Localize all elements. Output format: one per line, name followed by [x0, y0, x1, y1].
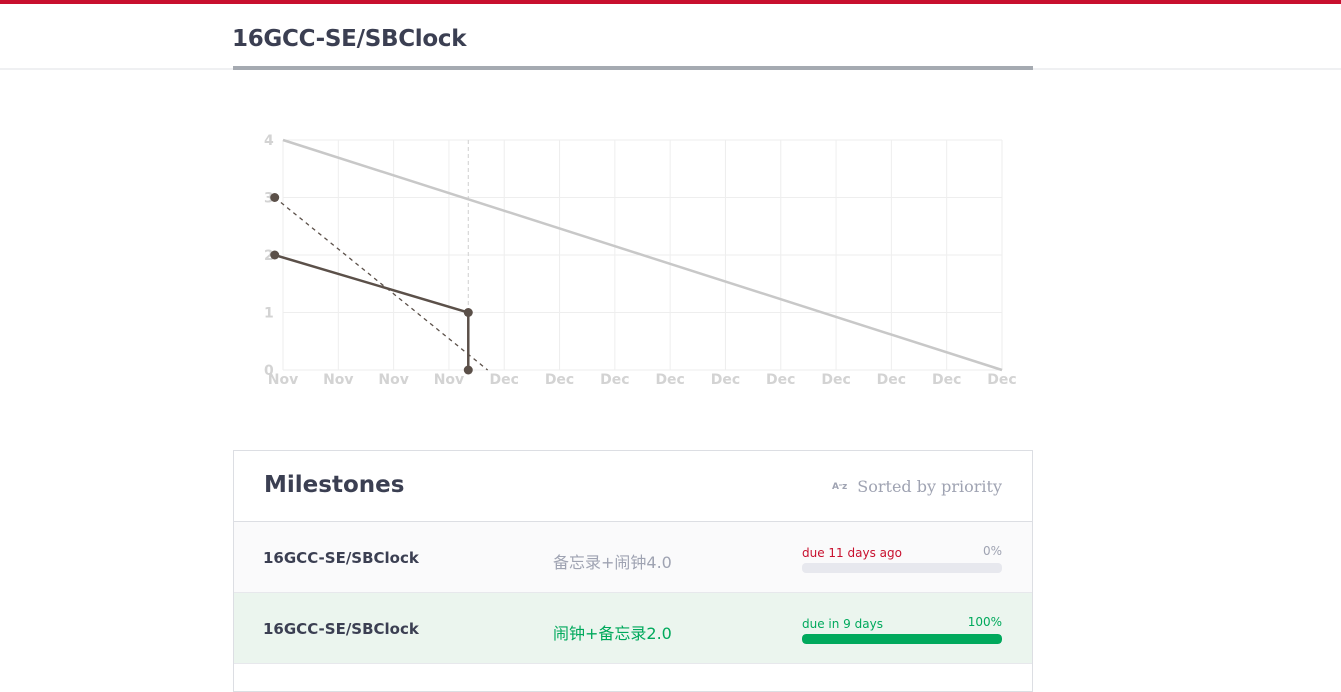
milestones-header: Milestones A z Sorted by priority: [234, 451, 1032, 522]
svg-text:A: A: [832, 482, 839, 491]
milestone-progress-bar: [802, 634, 1002, 644]
milestone-progress-fill: [802, 634, 1002, 644]
milestones-title: Milestones: [264, 472, 405, 498]
ideal-line: [282, 138, 1003, 372]
x-tick-label: Dec: [711, 372, 740, 388]
x-tick-label: Dec: [655, 372, 684, 388]
x-tick-label: Nov: [323, 372, 353, 388]
x-tick-label: Dec: [545, 372, 574, 388]
marker-total-point: [270, 193, 280, 202]
milestones-panel: Milestones A z Sorted by priority 16GCC-…: [233, 450, 1033, 692]
milestone-progress-bar: [802, 563, 1002, 573]
milestone-repo[interactable]: 16GCC-SE/SBClock: [263, 549, 419, 567]
y-tick-label: 4: [264, 133, 274, 149]
projection-line: [274, 196, 489, 371]
y-tick-label: 3: [264, 191, 274, 207]
milestone-due: due 11 days ago: [802, 546, 902, 560]
x-tick-label: Dec: [877, 372, 906, 388]
x-tick-label: Dec: [490, 372, 519, 388]
sort-az-glyph: A z: [832, 482, 847, 492]
milestone-row[interactable]: 16GCC-SE/SBClock 备忘录+闹钟4.0 due 11 days a…: [234, 522, 1032, 593]
sort-label: Sorted by priority: [857, 477, 1002, 496]
milestone-row[interactable]: 16GCC-SE/SBClock 闹钟+备忘录2.0 due in 9 days…: [234, 593, 1032, 664]
actual-point: [463, 308, 473, 317]
svg-text:z: z: [842, 482, 847, 491]
actual-point: [270, 250, 280, 260]
x-tick-label: Dec: [932, 372, 961, 388]
x-tick-label: Nov: [434, 372, 464, 388]
milestone-name[interactable]: 闹钟+备忘录2.0: [553, 624, 672, 643]
x-tick-label: Dec: [600, 372, 629, 388]
title-underline: [233, 66, 1033, 70]
milestone-repo[interactable]: 16GCC-SE/SBClock: [263, 620, 419, 638]
milestone-percent: 100%: [967, 615, 1002, 629]
top-accent-bar: [0, 0, 1341, 4]
x-tick-label: Dec: [987, 372, 1016, 388]
y-tick-label: 2: [264, 248, 274, 264]
x-tick-label: Dec: [766, 372, 795, 388]
sort-az-icon: A z: [832, 482, 853, 494]
milestone-name[interactable]: 备忘录+闹钟4.0: [553, 553, 672, 572]
x-tick-label: Nov: [378, 372, 408, 388]
y-tick-label: 1: [264, 306, 274, 322]
page-title: 16GCC-SE/SBClock: [232, 26, 467, 52]
page-header: 16GCC-SE/SBClock: [0, 4, 1341, 70]
x-tick-label: Dec: [821, 372, 850, 388]
y-tick-label: 0: [264, 363, 274, 379]
x-tick-label: Nov: [268, 372, 298, 388]
milestone-percent: 0%: [982, 544, 1002, 558]
sort-control[interactable]: A z Sorted by priority: [832, 477, 1002, 496]
milestone-due: due in 9 days: [802, 617, 883, 631]
actual-point: [463, 365, 473, 375]
burndown-chart: 0 1 2 3 4 Nov Nov Nov Nov Dec Dec Dec Dec Dec Dec Dec De…: [264, 133, 1017, 388]
